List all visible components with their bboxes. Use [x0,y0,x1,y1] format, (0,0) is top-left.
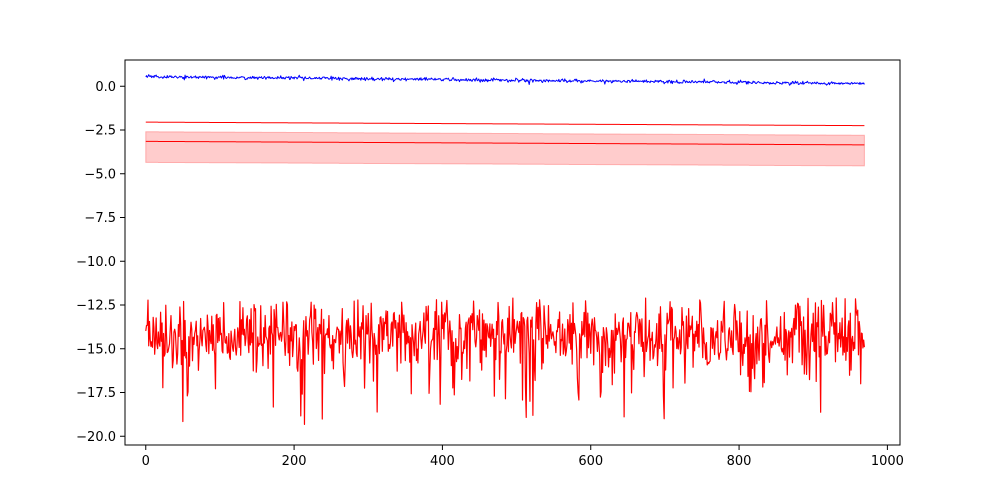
x-tick-label: 1000 [871,454,904,469]
y-tick-label: −17.5 [76,386,116,401]
confidence-band-layer [145,131,865,167]
series-line-1 [145,74,865,86]
series-line-2 [145,121,865,127]
confidence-band [145,131,865,167]
y-tick-label: −12.5 [76,299,116,314]
series-line-3 [145,140,865,146]
y-tick-label: −2.5 [84,124,116,139]
y-tick-label: −20.0 [76,430,116,445]
y-tick-label: −15.0 [76,342,116,357]
x-axis: 0 200 400 600 800 1000 [142,445,904,469]
x-tick-label: 0 [142,454,150,469]
x-tick-label: 800 [727,454,752,469]
series-layer [145,74,865,425]
y-tick-label: −10.0 [76,255,116,270]
y-tick-label: −5.0 [84,167,116,182]
x-tick-label: 400 [430,454,455,469]
y-tick-label: 0.0 [95,80,116,95]
plot-frame [124,59,901,446]
x-tick-label: 600 [578,454,603,469]
y-axis: 0.0 −2.5 −5.0 −7.5 −10.0 −12.5 −15.0 −17.5 −20.0 [76,80,125,445]
series-line-4 [145,297,865,425]
y-tick-label: −7.5 [84,211,116,226]
x-tick-label: 200 [282,454,307,469]
